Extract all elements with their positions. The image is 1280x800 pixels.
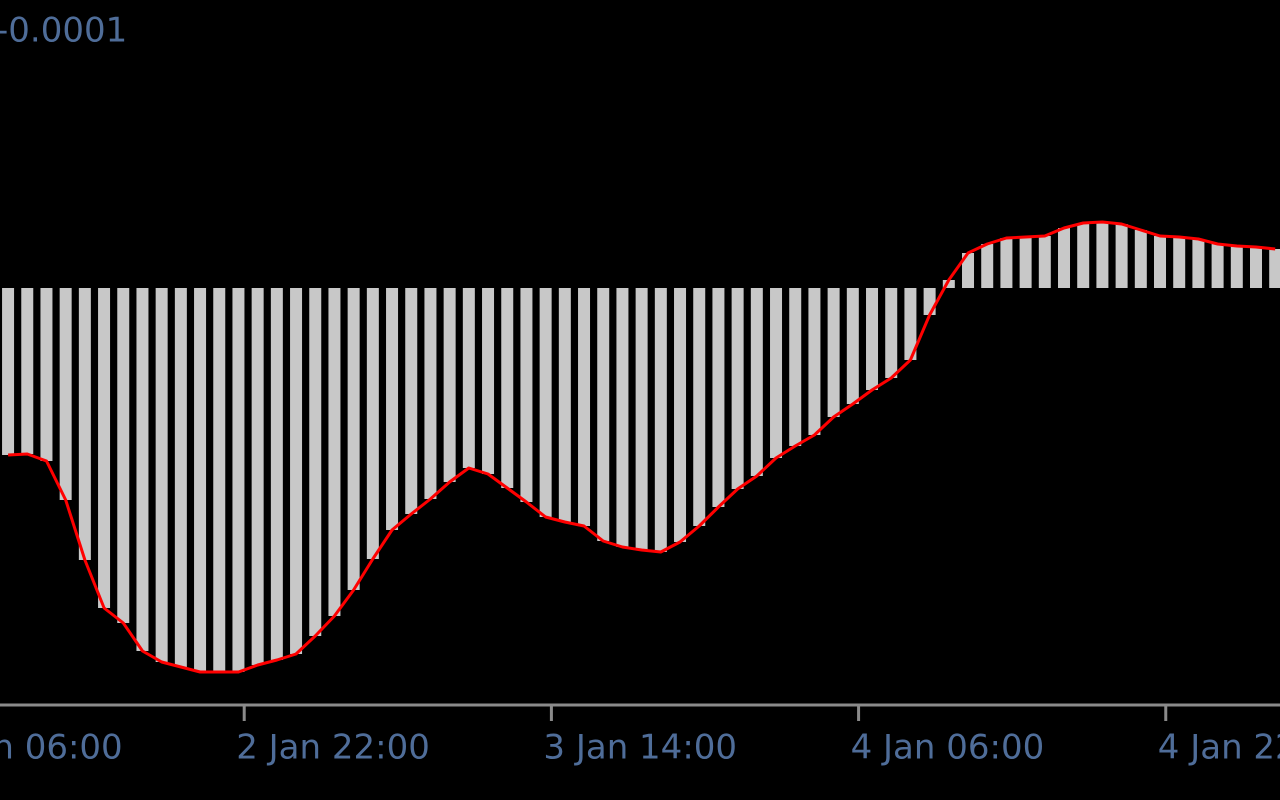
bar [558, 288, 571, 522]
bar [654, 288, 667, 552]
bar [1211, 244, 1224, 288]
x-tick-label: 3 Jan 14:00 [543, 728, 737, 768]
bar [962, 253, 975, 288]
bar [1173, 237, 1186, 288]
bar [750, 288, 763, 476]
bar [808, 288, 821, 435]
bar [1077, 223, 1090, 288]
x-tick-label: 2 Jan 06:00 [0, 728, 123, 768]
bar [405, 288, 418, 514]
bar [424, 288, 437, 499]
outline-line [8, 220, 1276, 674]
bar [213, 288, 226, 672]
bar [155, 288, 168, 662]
bar [21, 288, 34, 454]
bar [40, 288, 53, 461]
bar [981, 244, 994, 288]
bar [1000, 238, 1013, 288]
bar [2, 288, 15, 455]
value-label: -0.0001 [0, 11, 127, 51]
bar [674, 288, 687, 542]
bar [482, 288, 495, 474]
bar [78, 288, 91, 560]
bar [98, 288, 111, 608]
x-tick-label: 2 Jan 22:00 [236, 728, 430, 768]
bar [923, 288, 936, 315]
bar [1134, 230, 1147, 288]
bar [712, 288, 725, 507]
bar [942, 280, 955, 288]
bar [539, 288, 552, 517]
bar [386, 288, 399, 530]
bar [1058, 228, 1071, 288]
bar [501, 288, 514, 488]
bar [347, 288, 360, 590]
bar [578, 288, 591, 526]
bar [366, 288, 379, 559]
bar [731, 288, 744, 489]
bar [846, 288, 859, 404]
bar [290, 288, 303, 654]
bar [885, 288, 898, 378]
bar [520, 288, 533, 502]
bar [309, 288, 322, 636]
bar [1019, 237, 1032, 288]
bar [251, 288, 264, 665]
bar [462, 288, 475, 468]
bar [1230, 246, 1243, 288]
bar [136, 288, 149, 651]
bar [616, 288, 629, 547]
bar [904, 288, 917, 360]
bar [1038, 236, 1051, 288]
bar [1154, 236, 1167, 288]
bar [789, 288, 802, 446]
bar [174, 288, 187, 667]
bar [117, 288, 130, 623]
bar [827, 288, 840, 417]
bar [1192, 239, 1205, 288]
bar [635, 288, 648, 550]
x-tick-label: 4 Jan 22:00 [1158, 728, 1280, 768]
bar [59, 288, 72, 500]
bar [232, 288, 245, 672]
bar [1250, 247, 1263, 288]
bar [866, 288, 879, 390]
x-tick-label: 4 Jan 06:00 [851, 728, 1045, 768]
bar [194, 288, 207, 672]
bar [1096, 222, 1109, 288]
bar [328, 288, 341, 616]
bar [693, 288, 706, 526]
bar [1269, 249, 1280, 288]
bar [1115, 224, 1128, 288]
bar [443, 288, 456, 482]
bar [270, 288, 283, 660]
bar [770, 288, 783, 458]
bar [597, 288, 610, 541]
